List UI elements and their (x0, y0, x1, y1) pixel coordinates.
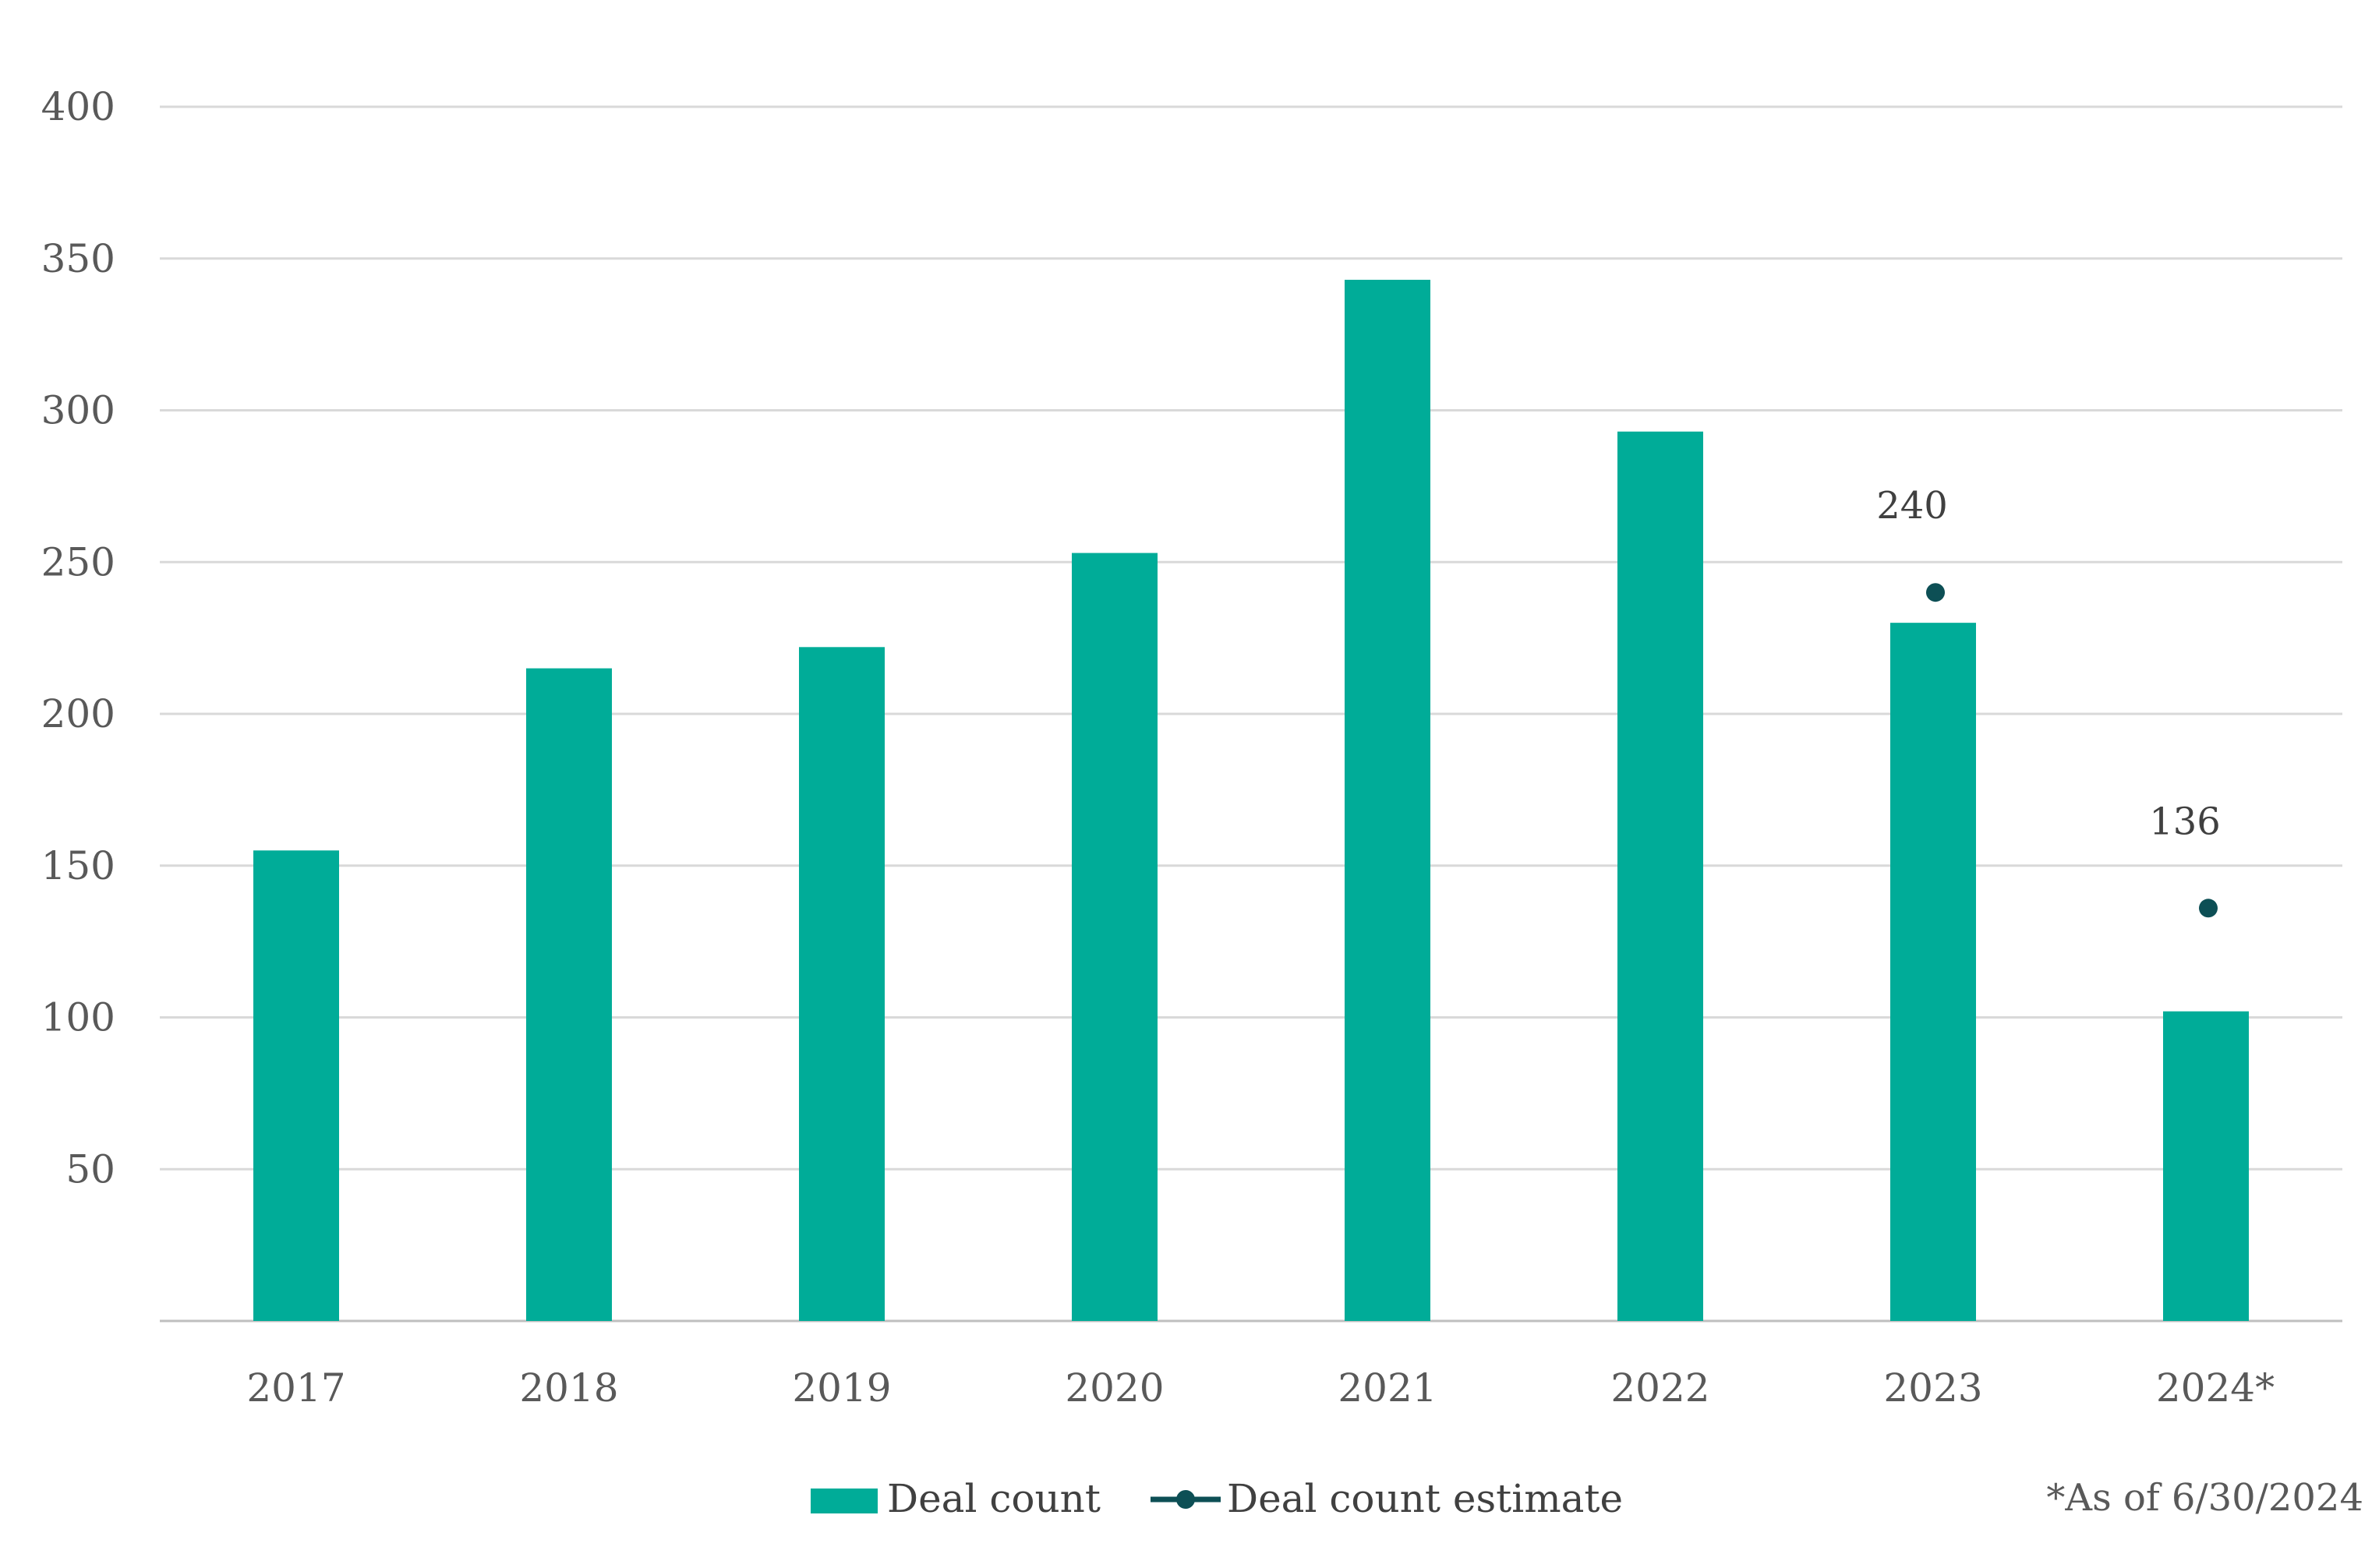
bar-deal-count (799, 647, 885, 1321)
legend-swatch-deal-count (811, 1489, 878, 1513)
estimate-point (1926, 583, 1945, 602)
legend-item-deal-count: Deal count (811, 1476, 1101, 1521)
estimate-points: 240 136 (1876, 484, 2221, 918)
y-tick-label: 50 (65, 1146, 115, 1192)
footnote: *As of 6/30/2024 (2046, 1476, 2363, 1520)
y-tick-label: 200 (41, 691, 115, 736)
bar-deal-count (526, 668, 612, 1321)
x-axis-categories: 2017 2018 2019 2020 2021 2022 2023 2024* (246, 1365, 2275, 1411)
bar-deal-count (1890, 623, 1976, 1321)
bar-deal-count (1345, 280, 1430, 1321)
x-category-label: 2022 (1610, 1365, 1709, 1411)
y-tick-label: 250 (41, 539, 115, 584)
legend-marker-deal-count-estimate (1176, 1490, 1195, 1509)
bar-deal-count (2163, 1011, 2249, 1321)
x-category-label: 2018 (519, 1365, 618, 1411)
estimate-data-label: 240 (1876, 484, 1948, 528)
legend: Deal count Deal count estimate (811, 1476, 1623, 1521)
bars (253, 280, 2249, 1321)
gridlines (160, 105, 2342, 1323)
legend-item-deal-count-estimate: Deal count estimate (1151, 1476, 1623, 1521)
x-category-label: 2017 (246, 1365, 345, 1411)
estimate-data-label: 136 (2149, 800, 2221, 843)
x-category-label: 2019 (792, 1365, 891, 1411)
x-category-label: 2020 (1065, 1365, 1164, 1411)
y-tick-label: 150 (41, 843, 115, 888)
x-category-label: 2024* (2156, 1365, 2275, 1411)
y-tick-label: 350 (41, 236, 115, 281)
bar-deal-count (253, 850, 339, 1321)
y-tick-label: 300 (41, 388, 115, 433)
x-category-label: 2021 (1338, 1365, 1437, 1411)
estimate-point (2199, 899, 2218, 918)
y-axis-ticks: 50 100 150 200 250 300 350 400 (41, 84, 115, 1192)
x-category-label: 2023 (1883, 1365, 1982, 1411)
y-tick-label: 400 (41, 84, 115, 129)
y-tick-label: 100 (41, 995, 115, 1040)
bar-deal-count (1072, 553, 1158, 1321)
legend-label-deal-count-estimate: Deal count estimate (1227, 1476, 1623, 1521)
legend-label-deal-count: Deal count (887, 1476, 1101, 1521)
bar-deal-count (1617, 431, 1703, 1321)
